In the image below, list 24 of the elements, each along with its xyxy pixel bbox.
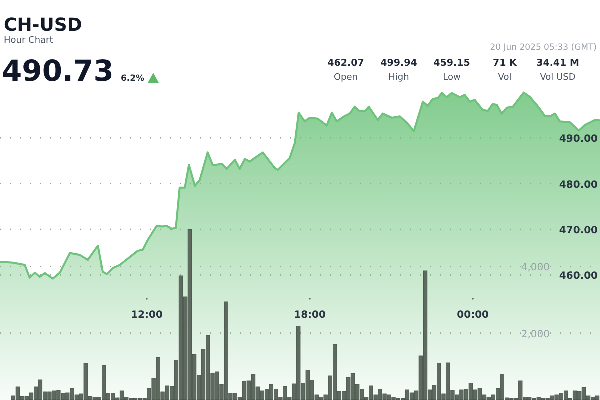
annotation: Open [334,73,358,83]
annotation: 459.15 [434,58,470,69]
text: CH-USD [4,15,82,36]
annotation: 490.73 [2,54,114,88]
x-tick-label: 00:00 [457,310,490,321]
annotation: Low [443,73,461,83]
text: Hour Chart [4,36,54,46]
y-tick-label: 490.00 [559,134,598,146]
x-tick-label: 12:00 [131,310,163,321]
x-tick-label: 18:00 [294,310,326,321]
annotation: High [388,73,410,83]
annotation: 6.2% [121,74,146,84]
annotation: 34.41 M [536,58,580,69]
annotation: 20 Jun 2025 05:33 (GMT) [490,43,597,53]
y-tick-label: 480.00 [559,180,598,191]
y2-tick-label: 2,000 [521,329,550,340]
annotation: Vol USD [540,73,576,83]
annotation: 71 K [493,58,518,69]
annotation: 462.07 [328,58,364,69]
y-tick-label: 460.00 [559,271,598,282]
annotation: 499.94 [380,58,418,69]
y2-tick-label: 4,000 [521,262,550,274]
y-tick-label: 470.00 [559,225,598,236]
annotation: Vol [498,73,512,83]
